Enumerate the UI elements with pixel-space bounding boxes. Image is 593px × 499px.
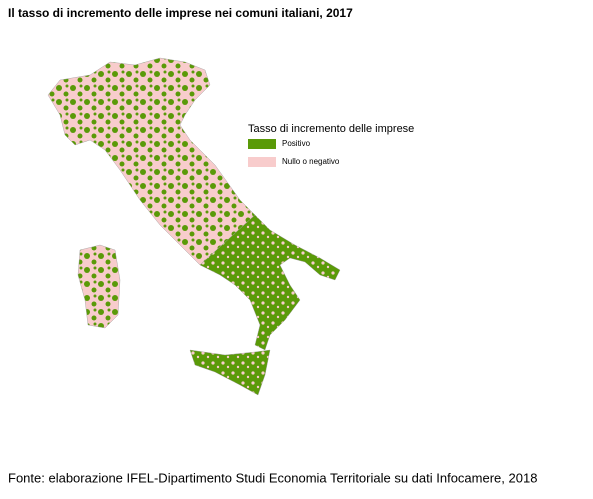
mainland-south — [199, 214, 341, 351]
legend-swatch — [248, 139, 276, 149]
legend-title: Tasso di incremento delle imprese — [248, 123, 414, 135]
source-note: Fonte: elaborazione IFEL-Dipartimento St… — [8, 470, 537, 485]
legend-swatch — [248, 157, 276, 167]
mainland-north — [47, 57, 256, 266]
legend: Tasso di incremento delle imprese Positi… — [248, 123, 414, 167]
sardinia — [77, 244, 121, 329]
legend-label: Nullo o negativo — [282, 157, 340, 166]
map-title: Il tasso di incremento delle imprese nei… — [8, 6, 353, 20]
legend-label: Positivo — [282, 139, 311, 148]
sicily — [189, 349, 271, 396]
map — [47, 57, 341, 396]
